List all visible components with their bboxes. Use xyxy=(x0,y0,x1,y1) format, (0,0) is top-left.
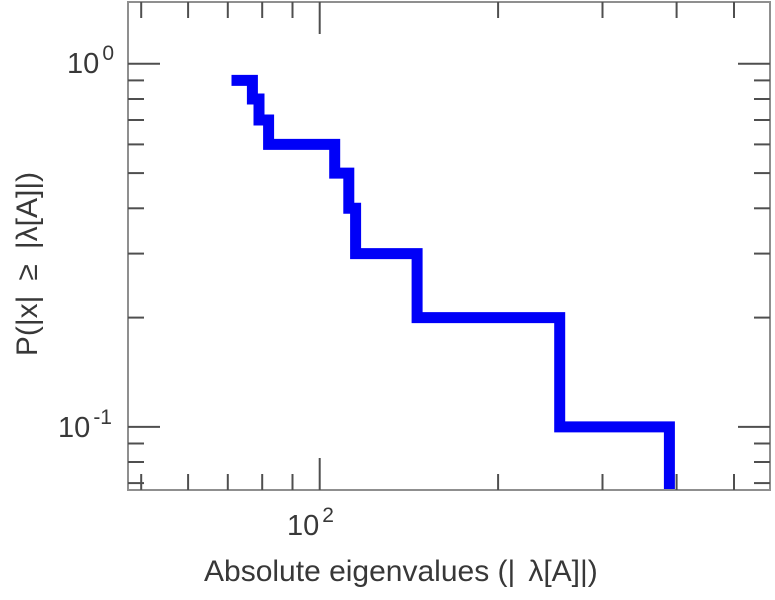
tick-base: 10 xyxy=(58,412,91,444)
x-axis-title-left: Absolute eigenvalues (| xyxy=(204,555,516,588)
tick-exponent: 0 xyxy=(102,42,114,65)
tick-base: 10 xyxy=(67,48,100,80)
axis-ticks xyxy=(128,2,770,490)
y-tick-label-1e0: 10 0 xyxy=(67,43,114,80)
tick-base: 10 xyxy=(287,510,320,542)
plot-frame xyxy=(127,1,771,491)
survival-curve xyxy=(231,74,675,490)
x-tick-label-1e2: 10 2 xyxy=(287,505,334,542)
x-axis-title: Absolute eigenvalues (| λ[A]|) xyxy=(204,557,598,587)
tick-exponent: 2 xyxy=(322,504,334,527)
x-axis-title-right: λ[A]|) xyxy=(528,555,598,588)
tick-exponent: -1 xyxy=(93,406,112,429)
y-axis-title: P(|x| ≥ |λ[A]|) xyxy=(11,171,44,357)
y-tick-label-1e-1: 10 -1 xyxy=(58,407,112,444)
